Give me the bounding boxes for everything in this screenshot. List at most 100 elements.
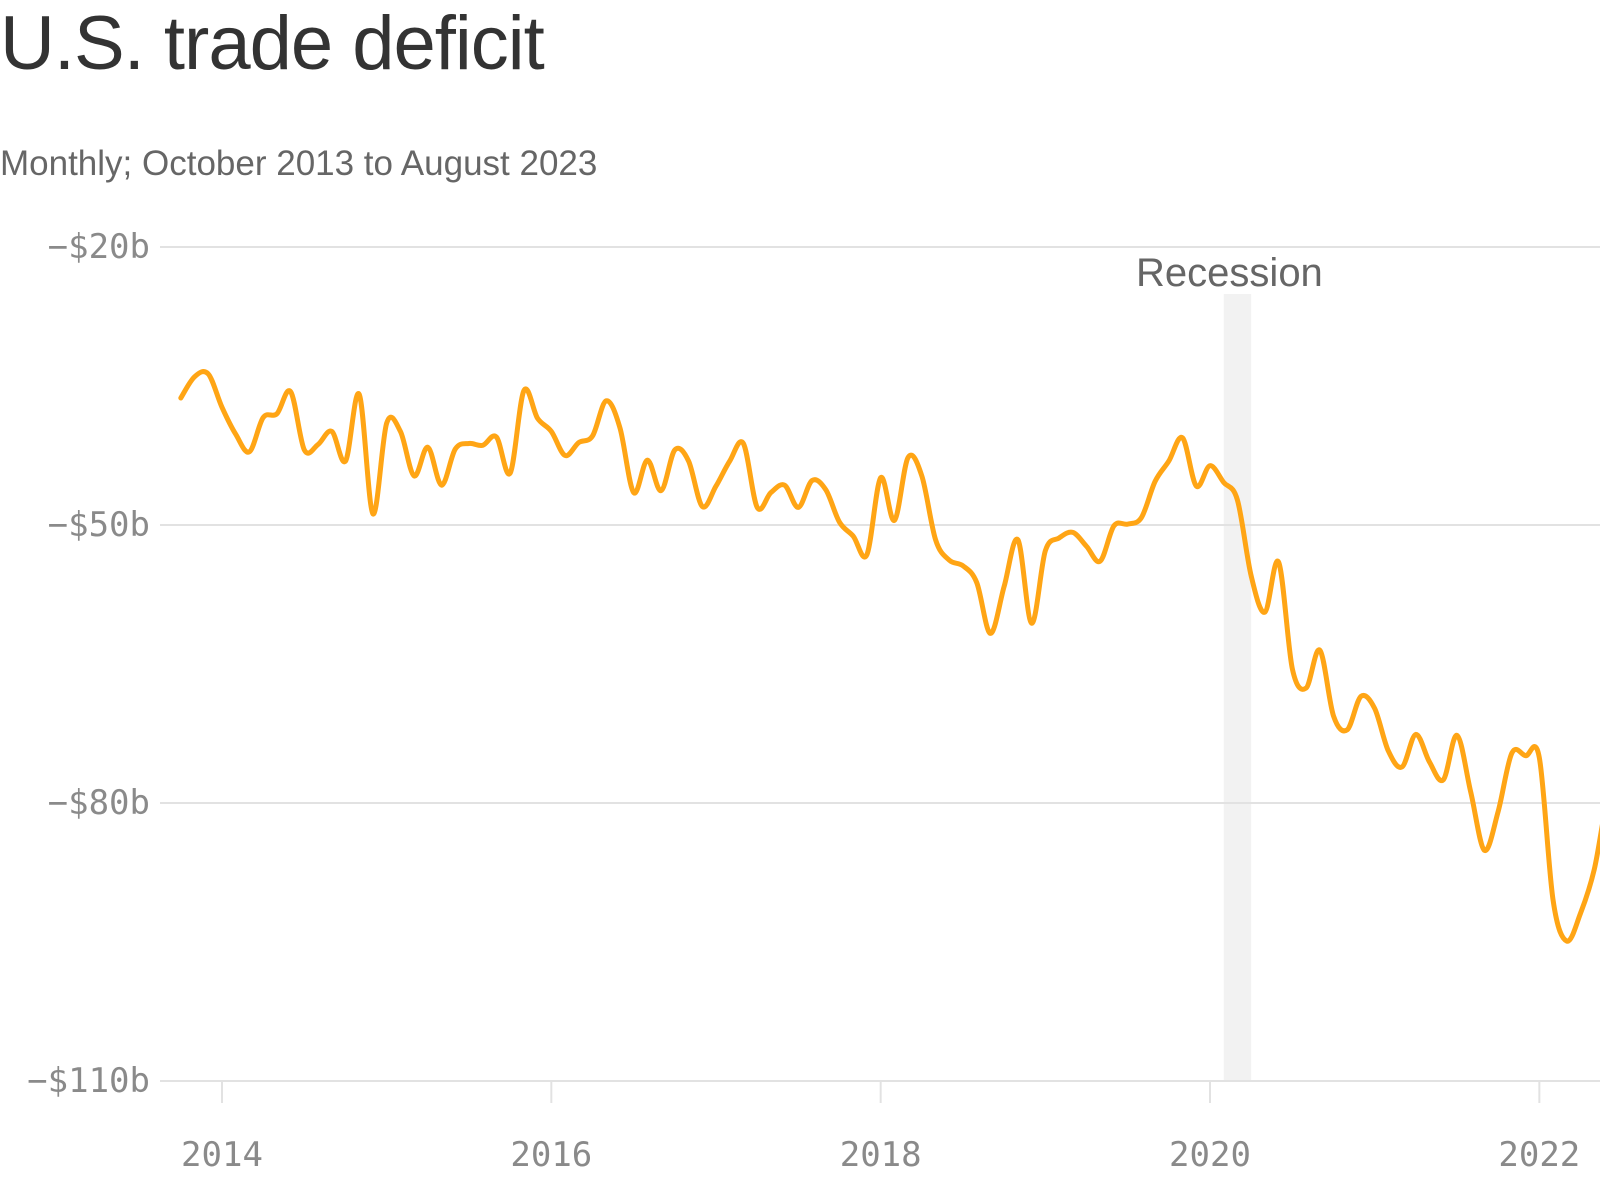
x-tick-label: 2018 — [840, 1135, 922, 1175]
data-point — [919, 473, 925, 479]
data-point — [301, 447, 307, 453]
data-point — [439, 482, 445, 488]
data-point — [1509, 750, 1515, 756]
data-point — [713, 483, 719, 489]
data-point — [288, 389, 294, 395]
data-point — [631, 490, 637, 496]
data-point — [1276, 559, 1282, 565]
data-point — [329, 428, 335, 434]
data-point — [740, 440, 746, 446]
data-point — [356, 391, 362, 397]
data-point — [1234, 497, 1240, 503]
data-point — [1207, 463, 1213, 469]
data-point — [192, 374, 198, 380]
data-point — [590, 433, 596, 439]
data-point — [946, 557, 952, 563]
chart-title: U.S. trade deficit — [0, 1, 545, 86]
data-point — [274, 411, 280, 417]
data-point — [1248, 573, 1254, 579]
data-point — [823, 487, 829, 493]
data-point — [617, 425, 623, 431]
data-point — [1468, 789, 1474, 795]
data-point — [507, 470, 513, 476]
x-tick-label: 2020 — [1169, 1135, 1251, 1175]
data-point — [1523, 753, 1529, 759]
data-point — [1125, 521, 1131, 527]
data-point — [1495, 808, 1501, 814]
data-point — [1303, 685, 1309, 691]
data-point — [246, 449, 252, 455]
y-tick-label: −$80b — [48, 783, 150, 823]
data-point — [343, 458, 349, 464]
data-point — [795, 504, 801, 510]
data-point — [1289, 666, 1295, 672]
data-point — [1399, 764, 1405, 770]
data-point — [1578, 910, 1584, 916]
data-point — [1001, 583, 1007, 589]
data-point — [452, 446, 458, 452]
data-point — [782, 482, 788, 488]
data-point — [768, 490, 774, 496]
data-point — [987, 630, 993, 636]
data-point — [1427, 759, 1433, 765]
data-point — [933, 537, 939, 543]
data-point — [370, 511, 376, 517]
recession-band — [1223, 294, 1252, 1081]
data-point — [205, 371, 211, 377]
recession-label: Recession — [1136, 251, 1323, 295]
data-point — [1454, 732, 1460, 738]
data-point — [891, 517, 897, 523]
data-point — [754, 504, 760, 510]
data-point — [1481, 847, 1487, 853]
data-point — [219, 404, 225, 410]
chart-subtitle: Monthly; October 2013 to August 2023 — [0, 144, 598, 183]
data-point — [974, 579, 980, 585]
data-point — [699, 503, 705, 509]
data-point — [260, 415, 266, 421]
data-point — [521, 388, 527, 394]
data-point — [1152, 478, 1158, 484]
data-point — [1317, 647, 1323, 653]
data-point — [1180, 435, 1186, 441]
data-point — [837, 519, 843, 525]
data-point — [535, 415, 541, 421]
data-point — [1084, 543, 1090, 549]
data-point — [1111, 523, 1117, 529]
data-point — [1413, 731, 1419, 737]
data-point — [1331, 713, 1337, 719]
data-point — [384, 420, 390, 426]
data-point — [493, 434, 499, 440]
data-point — [658, 488, 664, 494]
data-point — [1015, 537, 1021, 543]
data-point — [960, 563, 966, 569]
data-point — [809, 478, 815, 484]
data-point — [878, 475, 884, 481]
data-point — [1591, 867, 1597, 873]
data-point — [1042, 548, 1048, 554]
data-point — [1564, 938, 1570, 944]
series-line — [178, 369, 1600, 944]
data-point — [1550, 897, 1556, 903]
data-point — [1070, 529, 1076, 535]
data-point — [850, 533, 856, 539]
data-point — [1440, 777, 1446, 783]
data-point — [1358, 693, 1364, 699]
data-point — [576, 440, 582, 446]
data-point — [315, 441, 321, 447]
data-point — [1262, 609, 1268, 615]
x-tick-label: 2014 — [181, 1135, 263, 1175]
data-point — [905, 454, 911, 460]
data-point — [178, 395, 184, 401]
data-point — [1097, 558, 1103, 564]
y-tick-label: −$50b — [48, 505, 150, 545]
data-point — [562, 453, 568, 459]
data-point — [233, 431, 239, 437]
data-point — [1193, 483, 1199, 489]
x-tick-label: 2022 — [1498, 1135, 1580, 1175]
data-point — [864, 552, 870, 558]
data-point — [1166, 458, 1172, 464]
data-point — [548, 428, 554, 434]
data-point — [1536, 755, 1542, 761]
data-point — [603, 398, 609, 404]
data-point — [1138, 515, 1144, 521]
